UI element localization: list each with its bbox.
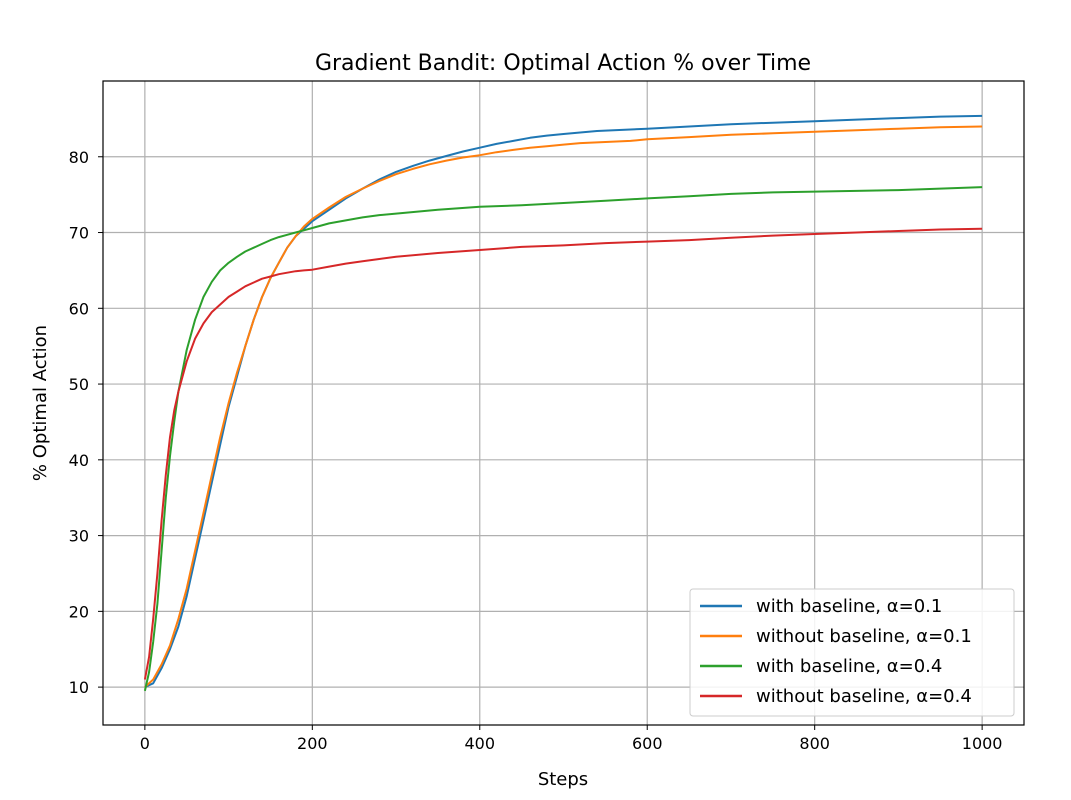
x-tick-label: 600 xyxy=(632,734,663,753)
legend-label: without baseline, α=0.4 xyxy=(756,686,972,707)
legend-box xyxy=(689,588,1015,717)
legend-label: with baseline, α=0.1 xyxy=(756,596,942,617)
legend-label: with baseline, α=0.4 xyxy=(756,656,942,677)
y-tick-label: 10 xyxy=(69,678,89,697)
series-layer xyxy=(143,114,983,692)
legend: with baseline, α=0.1 without baseline, α=… xyxy=(689,588,1015,717)
y-tick-label: 20 xyxy=(69,602,89,621)
y-axis-label: % Optimal Action xyxy=(30,325,51,481)
y-tick-label: 30 xyxy=(69,527,89,546)
legend-label: without baseline, α=0.1 xyxy=(756,626,972,647)
series-line-1 xyxy=(144,114,983,689)
chart-title: Gradient Bandit: Optimal Action % over T… xyxy=(315,51,811,76)
x-tick-label: 0 xyxy=(140,734,150,753)
series-line-2 xyxy=(144,125,983,688)
y-tick-label: 60 xyxy=(69,299,89,318)
series-line-4 xyxy=(143,227,983,680)
plot-frame xyxy=(102,80,1025,726)
series-line-3 xyxy=(143,186,983,692)
y-tick-label: 80 xyxy=(69,148,89,167)
x-tick-label: 800 xyxy=(799,734,830,753)
x-tick-label: 1000 xyxy=(962,734,1003,753)
y-tick-label: 50 xyxy=(69,375,89,394)
x-tick-label: 200 xyxy=(297,734,328,753)
y-tick-label: 70 xyxy=(69,224,89,243)
ticks: 0 200 400 600 800 1000 10 20 30 40 50 60 70 80 xyxy=(69,148,1003,753)
x-tick-label: 400 xyxy=(464,734,495,753)
y-tick-label: 40 xyxy=(69,451,89,470)
x-axis-label: Steps xyxy=(538,769,588,790)
grid xyxy=(103,81,1024,725)
